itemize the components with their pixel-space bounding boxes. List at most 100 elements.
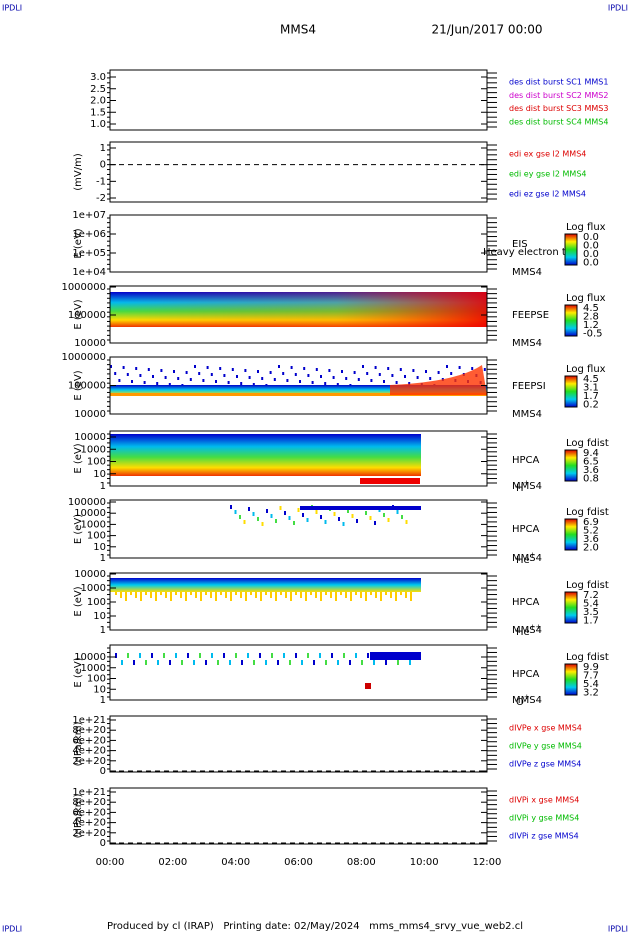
colorbar xyxy=(564,518,578,551)
spectrogram xyxy=(355,653,357,658)
spectrogram xyxy=(175,653,177,658)
y-tick-label: 2e+20 xyxy=(72,756,106,767)
title: MMS4 xyxy=(280,23,316,37)
spectrogram xyxy=(320,375,322,378)
spectrogram xyxy=(400,592,402,595)
spectrogram xyxy=(405,592,407,598)
y-tick-label: 1000000 xyxy=(61,352,106,363)
spectrogram xyxy=(397,660,399,665)
spectrogram xyxy=(205,660,207,665)
spectrogram xyxy=(350,592,352,601)
spectrogram xyxy=(118,379,121,382)
spectrogram xyxy=(324,520,327,524)
spectrogram xyxy=(307,374,310,377)
spectrogram xyxy=(110,385,487,395)
colorbar-label: -0.5 xyxy=(583,329,603,340)
spectrogram xyxy=(120,592,122,598)
spectrogram xyxy=(357,378,360,381)
ion-label: He++ xyxy=(516,623,542,638)
spectrogram xyxy=(193,660,195,665)
spectrogram xyxy=(215,592,217,601)
ion-charge: ++ xyxy=(530,623,542,631)
y-tick-label: 8e+20 xyxy=(72,725,106,736)
spectrogram xyxy=(143,381,146,384)
corner-label: IPDLI xyxy=(608,4,628,13)
spectrogram xyxy=(157,660,159,665)
colorbar-label: 0.0 xyxy=(583,249,599,260)
spectrogram xyxy=(255,592,257,598)
x-tick-label: 06:00 xyxy=(284,857,313,868)
instrument-label: HPCA xyxy=(512,597,540,608)
spectrogram xyxy=(310,592,312,595)
spectrogram xyxy=(425,370,427,373)
spectrogram xyxy=(270,514,273,518)
spectrogram xyxy=(170,592,172,601)
spectrogram xyxy=(383,513,385,517)
spectrogram xyxy=(303,367,306,370)
corner-label: IPDLI xyxy=(2,4,22,13)
spectrogram xyxy=(165,592,167,598)
colorbar-title: Log fdist xyxy=(566,507,609,518)
date: 21/Jun/2017 00:00 xyxy=(431,23,542,37)
colorbar xyxy=(564,304,578,337)
spectrogram xyxy=(173,370,175,373)
spectrogram xyxy=(271,653,273,658)
y-axis-label: E (eV) xyxy=(73,370,84,400)
spectrogram xyxy=(410,592,412,601)
spectrogram xyxy=(241,660,243,665)
ion-label: O+ xyxy=(516,693,530,708)
spectrogram xyxy=(399,368,402,371)
y-tick-label: 6e+20 xyxy=(72,807,106,818)
y-tick-label: 2.0 xyxy=(90,96,106,107)
spectrogram xyxy=(280,592,282,595)
spectrogram xyxy=(380,592,382,601)
colorbar-label: 4.5 xyxy=(583,303,599,314)
colorbar-label: 4.5 xyxy=(583,374,599,385)
y-tick-label: 10000 xyxy=(74,432,106,443)
spectrogram xyxy=(140,592,142,601)
y-axis-label: E (eV) xyxy=(73,299,84,329)
spectrogram xyxy=(234,510,237,514)
spectrogram xyxy=(395,381,398,384)
spectrogram xyxy=(225,592,227,598)
spectrogram xyxy=(231,368,234,371)
spectrogram xyxy=(115,592,117,595)
spectrogram xyxy=(356,519,358,523)
ion-charge: + xyxy=(524,693,530,701)
spectrogram xyxy=(257,370,259,373)
spectrogram xyxy=(375,592,377,598)
spectrogram xyxy=(320,515,322,519)
y-tick-label: 6e+20 xyxy=(72,735,106,746)
spectrogram xyxy=(269,371,272,374)
colorbar-label: 6.9 xyxy=(583,517,599,528)
spectrogram xyxy=(202,379,205,382)
instrument-label: FEEPSI xyxy=(512,381,546,392)
ion-base: He xyxy=(516,627,530,638)
colorbar-label: 3.5 xyxy=(583,607,599,618)
spectrogram xyxy=(319,653,321,658)
y-tick-label: 1000 xyxy=(81,444,106,455)
y-axis-label: (mV/m) xyxy=(73,153,84,191)
spectrogram xyxy=(370,592,372,595)
y-tick-label: 1e+06 xyxy=(72,229,106,240)
spectrogram xyxy=(177,377,180,380)
spectrogram xyxy=(343,653,345,658)
spectrogram xyxy=(311,381,314,384)
spectrogram xyxy=(284,511,286,515)
spectrogram xyxy=(315,592,317,598)
spectrogram xyxy=(355,592,357,595)
colorbar xyxy=(564,449,578,482)
spectrogram xyxy=(127,653,129,658)
colorbar-label: 0.8 xyxy=(583,474,599,485)
colorbar xyxy=(564,591,578,624)
spectrogram xyxy=(235,653,237,658)
y-tick-label: 1e+05 xyxy=(72,248,106,259)
spectrogram xyxy=(126,373,129,376)
spectrogram xyxy=(194,365,196,368)
spectrogram xyxy=(257,517,259,521)
colorbar-title: Log flux xyxy=(566,293,606,304)
colorbar-label: 1.7 xyxy=(583,391,599,402)
y-tick-label: 0 xyxy=(100,766,106,777)
spectrogram xyxy=(349,660,351,665)
spectrogram xyxy=(370,652,421,660)
